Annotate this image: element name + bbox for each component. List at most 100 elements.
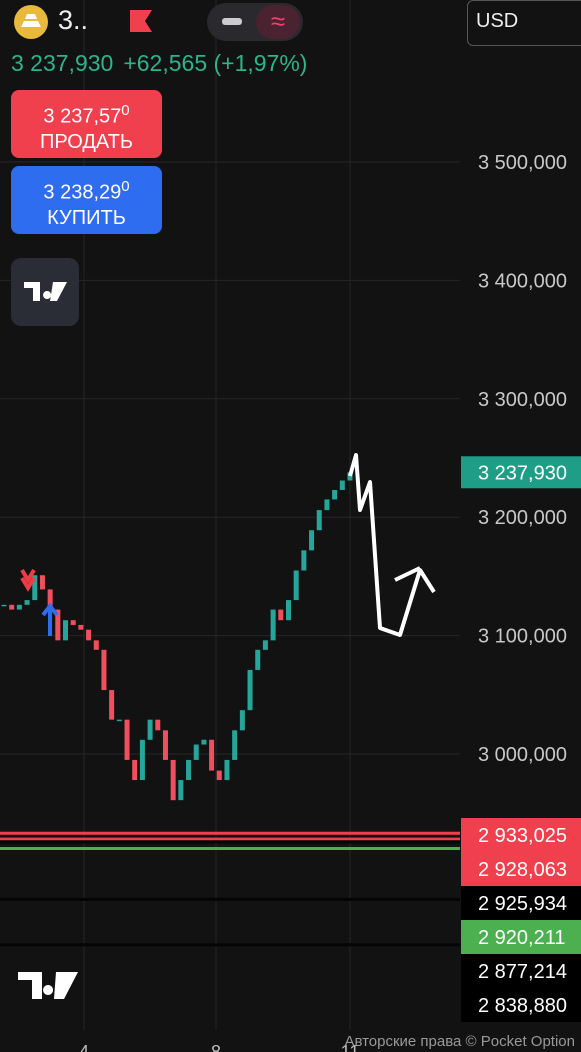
asset-icon-glyph <box>21 14 41 27</box>
candle <box>93 640 99 650</box>
drawn-arrow <box>348 453 436 637</box>
current-price: 3 237,930 <box>11 50 114 76</box>
x-tick-label: 4 <box>79 1042 89 1052</box>
buy-button[interactable]: 3 238,290 КУПИТЬ <box>11 166 162 234</box>
x-tick-label: 8 <box>211 1042 221 1052</box>
level-label: 2 928,063 <box>478 859 567 881</box>
candle <box>116 719 122 722</box>
candle <box>147 719 153 740</box>
candle <box>209 739 215 771</box>
candle <box>262 640 268 650</box>
sell-label: ПРОДАТЬ <box>39 130 134 153</box>
level-label: 2 933,025 <box>478 825 567 847</box>
tv-icon <box>24 282 67 301</box>
candle <box>63 620 69 641</box>
candle <box>155 719 161 731</box>
candle <box>255 649 261 670</box>
buy-signal <box>41 602 59 636</box>
copyright: Авторские права © Pocket Option <box>344 1033 575 1050</box>
level-label: 2 877,214 <box>478 961 567 983</box>
level-box <box>461 988 581 1022</box>
candle <box>39 575 45 590</box>
candle <box>232 730 238 760</box>
candle <box>285 600 291 621</box>
candle <box>339 480 345 490</box>
candle <box>170 759 176 801</box>
x-tick-label: 11 <box>341 1042 360 1052</box>
y-tick-label: 3 000,000 <box>478 744 567 766</box>
price-level: 2 877,214 <box>0 897 581 988</box>
toggle-candle <box>222 18 242 25</box>
price-tag-box <box>461 456 581 489</box>
candle <box>16 604 22 610</box>
candle <box>301 550 307 571</box>
level-label: 2 920,211 <box>478 927 566 949</box>
level-label: 2 925,934 <box>478 893 567 915</box>
level-box <box>461 818 581 852</box>
candle <box>86 629 92 641</box>
candle <box>109 690 115 720</box>
candle <box>216 770 222 781</box>
level-box <box>461 852 581 886</box>
candle <box>47 589 53 610</box>
y-tick-label: 3 500,000 <box>478 152 567 174</box>
price-level: 2 920,211 <box>0 846 581 954</box>
candle <box>178 780 184 801</box>
candle <box>224 759 230 781</box>
top-icons: ≈ <box>14 3 303 41</box>
tradingview-button[interactable] <box>11 258 79 326</box>
buy-label: КУПИТЬ <box>47 206 126 229</box>
candle <box>186 759 192 781</box>
price-level: 2 933,025 <box>0 818 581 852</box>
y-tick-label: 3 300,000 <box>478 389 567 411</box>
candle <box>293 570 299 601</box>
level-box <box>461 886 581 920</box>
price-level: 2 838,880 <box>0 943 581 1022</box>
candle <box>332 489 338 500</box>
toggle-line: ≈ <box>271 6 285 36</box>
toggle-active <box>256 5 300 39</box>
tv-glyph <box>24 282 67 301</box>
candle <box>316 510 322 531</box>
candle <box>347 472 353 481</box>
candle <box>162 730 168 760</box>
candle <box>247 669 253 711</box>
level-box <box>461 920 581 954</box>
candle <box>139 739 145 781</box>
level-label: 2 838,880 <box>478 995 567 1017</box>
candle <box>32 575 38 601</box>
candle <box>239 710 245 731</box>
candle <box>9 604 15 610</box>
level-box <box>461 954 581 988</box>
y-tick-label: 3 400,000 <box>478 270 567 292</box>
candle <box>270 609 276 641</box>
y-tick-label: 3 100,000 <box>478 626 567 648</box>
candle <box>1 604 7 607</box>
candle <box>324 499 330 511</box>
price-change: +62,565 (+1,97%) <box>123 50 308 76</box>
candle <box>55 609 61 641</box>
flag-icon[interactable] <box>130 10 152 32</box>
candle <box>124 719 130 760</box>
candle <box>101 649 107 691</box>
candle <box>24 600 30 605</box>
currency-select[interactable]: USD <box>467 0 581 46</box>
candle <box>78 624 84 630</box>
buy-digit: 0 <box>121 178 130 195</box>
sell-signal <box>20 568 36 592</box>
sell-price: 3 237,57 <box>43 105 122 128</box>
tradingview-logo <box>18 972 78 999</box>
candle <box>278 609 284 621</box>
candle <box>132 759 138 781</box>
sell-button[interactable]: 3 237,570 ПРОДАТЬ <box>11 90 162 158</box>
price-header: 3 237,930 +62,565 (+1,97%) <box>11 50 307 77</box>
y-tick-label: 3 200,000 <box>478 507 567 529</box>
asset-name[interactable]: 3.. <box>58 5 89 35</box>
price-level: 2 925,934 <box>0 840 581 920</box>
candle <box>309 530 315 551</box>
candle <box>201 739 207 745</box>
price-level: 2 928,063 <box>0 837 581 886</box>
